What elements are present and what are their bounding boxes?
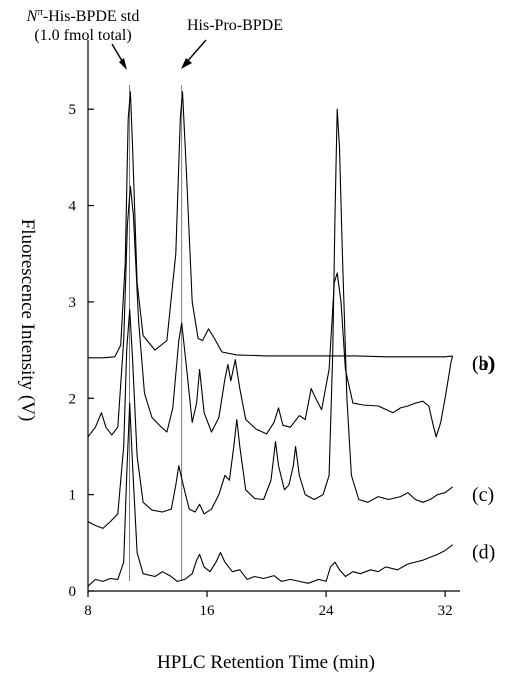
trace-1: [87, 185, 454, 438]
series-label-group: (a)(b) (c) (d): [472, 353, 495, 564]
x-tick-label-2: 24: [319, 603, 335, 619]
x-axis-title: HPLC Retention Time (min): [157, 652, 375, 673]
series-label-3: (d): [472, 542, 495, 564]
x-tick-label-1: 16: [200, 603, 216, 619]
std-annotation-line1: Nπ-His-BPDE std: [26, 6, 140, 25]
y-tick-label-5: 5: [69, 102, 77, 118]
y-tick-label-2: 2: [69, 391, 77, 407]
trace-2: [87, 108, 453, 529]
y-axis-title: Fluorescence Intensity (V): [17, 219, 38, 422]
trace-group: [87, 91, 454, 587]
x-tick-label-3: 32: [438, 603, 453, 619]
std-arrowhead: [119, 58, 127, 70]
series-label-1: (b): [472, 353, 495, 375]
trace-0: [88, 91, 453, 359]
his-pro-annotation: His-Pro-BPDE: [187, 17, 283, 34]
series-label-2: (c): [472, 484, 494, 506]
y-tick-label-0: 0: [69, 584, 77, 600]
his-pro-annotation-arrow: [184, 39, 207, 65]
x-tick-group: 8 16 24 32: [84, 591, 453, 619]
his-pro-arrowhead: [181, 58, 192, 69]
x-tick-label-0: 8: [84, 603, 92, 619]
series-label-0: (a): [472, 353, 494, 375]
y-tick-label-3: 3: [69, 295, 77, 311]
y-tick-label-1: 1: [69, 488, 77, 504]
std-annotation-line2: (1.0 fmol total): [34, 27, 131, 44]
trace-3: [87, 402, 453, 587]
y-tick-label-4: 4: [69, 199, 77, 215]
y-tick-group: 0 1 2 3 4 5: [69, 102, 94, 600]
